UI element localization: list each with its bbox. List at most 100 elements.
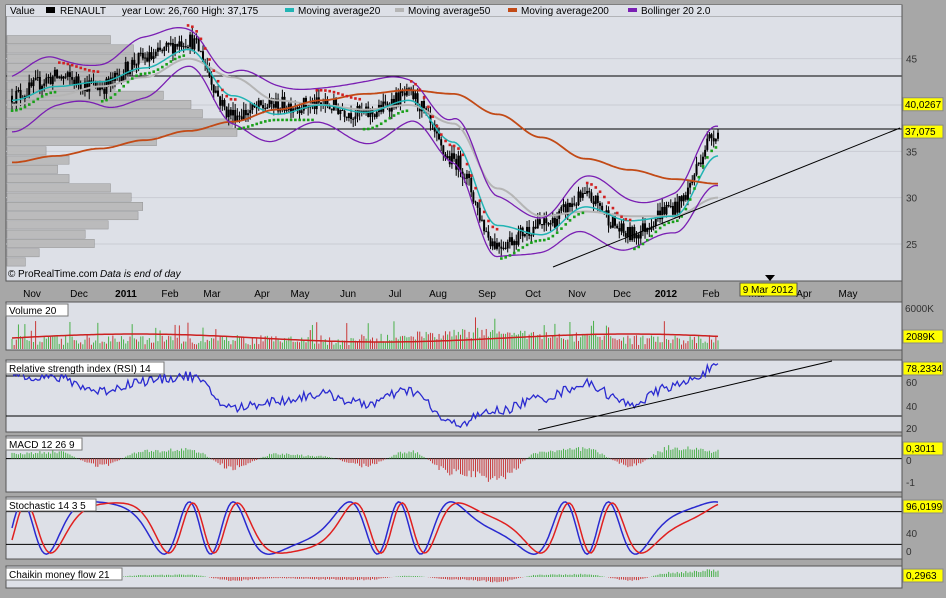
candle-body bbox=[556, 218, 559, 228]
level-value-box bbox=[902, 97, 944, 112]
candle-body bbox=[583, 192, 586, 194]
sar-dot bbox=[195, 30, 198, 33]
candle-body bbox=[697, 162, 700, 165]
candle-body bbox=[244, 109, 247, 116]
sar-dot bbox=[139, 72, 143, 76]
candle-body bbox=[495, 242, 498, 249]
sar-dot bbox=[706, 156, 709, 159]
volume-profile-bar bbox=[6, 109, 203, 119]
sar-dot bbox=[448, 143, 452, 147]
candle-body bbox=[345, 116, 348, 119]
candle-body bbox=[534, 226, 537, 229]
candle-body bbox=[551, 217, 554, 224]
candle-body bbox=[717, 132, 719, 139]
stochastic-k-line bbox=[11, 500, 719, 556]
candle-body bbox=[425, 108, 428, 111]
candle-body bbox=[227, 109, 230, 118]
candle-body bbox=[15, 90, 18, 104]
candle-body bbox=[58, 76, 61, 78]
sar-dot bbox=[306, 118, 310, 122]
sar-dot bbox=[650, 234, 653, 238]
candle-body bbox=[607, 210, 610, 226]
candle-body bbox=[210, 75, 213, 85]
cmf-panel: Chaikin money flow 21 bbox=[5, 565, 903, 589]
candle-body bbox=[650, 226, 653, 230]
candle-body bbox=[412, 89, 415, 100]
stochastic-label: Stochastic 14 3 5 bbox=[9, 501, 86, 512]
sar-dot bbox=[371, 126, 374, 130]
sar-dot bbox=[500, 257, 503, 260]
sar-dot bbox=[512, 251, 516, 255]
candle-body bbox=[601, 205, 604, 212]
sar-dot bbox=[427, 105, 430, 109]
candle-body bbox=[633, 226, 636, 239]
macd-value: 0,3011 bbox=[906, 444, 936, 455]
candle-body bbox=[165, 42, 168, 47]
candle-body bbox=[133, 59, 136, 65]
candle-body bbox=[564, 204, 567, 215]
candle-body bbox=[126, 61, 129, 75]
sar-dot bbox=[242, 126, 246, 130]
candle-body bbox=[629, 226, 632, 241]
stochastic-tick-40: 40 bbox=[906, 529, 918, 540]
sar-dot bbox=[10, 109, 14, 112]
sar-dot bbox=[161, 65, 164, 69]
sar-dot bbox=[461, 153, 465, 157]
sar-dot bbox=[573, 215, 576, 219]
candle-body bbox=[429, 113, 432, 123]
candle-body bbox=[159, 47, 162, 51]
candle-body bbox=[264, 108, 267, 110]
candle-body bbox=[457, 155, 460, 170]
candle-body bbox=[324, 99, 327, 106]
candle-body bbox=[184, 46, 187, 48]
x-tick-dec: Dec bbox=[613, 289, 631, 300]
sar-dot bbox=[298, 118, 301, 122]
sar-dot bbox=[676, 219, 679, 223]
sar-dot bbox=[375, 124, 379, 128]
candle-body bbox=[352, 118, 355, 120]
sar-dot bbox=[654, 230, 658, 234]
candle-body bbox=[77, 76, 80, 85]
candle-body bbox=[169, 42, 172, 45]
sar-dot bbox=[341, 93, 344, 97]
candle-body bbox=[693, 174, 696, 180]
sar-dot bbox=[19, 107, 22, 111]
candle-body bbox=[682, 195, 685, 202]
candle-body bbox=[639, 231, 642, 239]
sar-dot bbox=[221, 88, 224, 92]
cmf-label: Chaikin money flow 21 bbox=[9, 570, 110, 581]
candle-body bbox=[144, 57, 147, 59]
candle-body bbox=[543, 218, 546, 226]
candle-body bbox=[43, 83, 46, 86]
candle-body bbox=[493, 241, 496, 249]
candle-body bbox=[644, 223, 647, 232]
candle-body bbox=[148, 52, 151, 62]
candle-body bbox=[562, 204, 565, 208]
candle-body bbox=[101, 87, 104, 89]
sar-dot bbox=[354, 97, 357, 100]
candle-body bbox=[178, 41, 181, 47]
candle-body bbox=[350, 113, 353, 119]
candle-body bbox=[399, 90, 402, 106]
candle-body bbox=[94, 81, 97, 88]
candle-body bbox=[618, 227, 621, 232]
candle-body bbox=[118, 74, 121, 77]
sar-dot bbox=[148, 71, 151, 75]
candle-body bbox=[88, 80, 91, 92]
copyright-icon: © bbox=[8, 269, 16, 280]
candle-body bbox=[438, 133, 441, 140]
volume-profile-bar bbox=[6, 146, 47, 156]
candle-body bbox=[167, 42, 170, 45]
candle-body bbox=[251, 104, 254, 111]
legend-ma200: Moving average200 bbox=[521, 6, 609, 17]
sar-dot bbox=[49, 91, 53, 95]
sar-dot bbox=[152, 70, 156, 73]
candle-body bbox=[487, 231, 490, 238]
candle-body bbox=[135, 64, 138, 66]
sar-dot bbox=[246, 125, 250, 128]
macd-tick-minus1: -1 bbox=[906, 478, 915, 489]
candle-body bbox=[598, 203, 601, 206]
candle-body bbox=[517, 232, 520, 245]
volume-profile-bar bbox=[6, 248, 40, 258]
candle-body bbox=[521, 227, 524, 237]
